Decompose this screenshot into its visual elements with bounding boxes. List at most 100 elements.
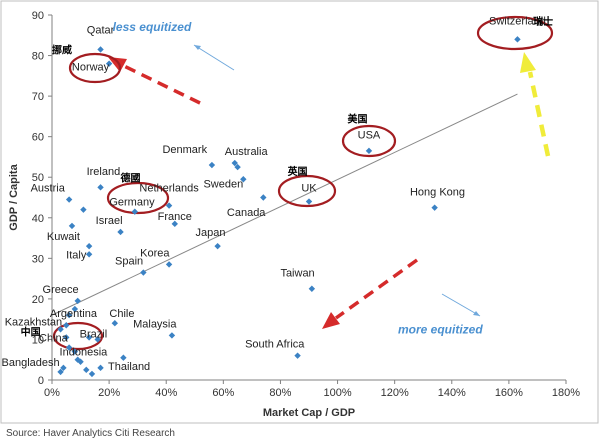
data-point xyxy=(294,352,301,359)
data-point xyxy=(105,60,113,67)
chart-border xyxy=(0,0,599,424)
point-label: Denmark xyxy=(162,144,207,156)
y-tick-label: 50 xyxy=(32,172,44,184)
yellow-dashed-arrow xyxy=(527,71,551,157)
red-dashed-arrow-norway xyxy=(123,64,201,105)
data-point xyxy=(131,208,139,215)
point-label: Japan xyxy=(195,227,225,239)
usa-ellipse xyxy=(341,124,397,158)
data-point xyxy=(365,147,373,155)
data-point xyxy=(85,242,93,250)
chinese-label: 美国 xyxy=(348,112,368,125)
data-point xyxy=(63,334,70,341)
data-point xyxy=(165,202,173,209)
data-point xyxy=(65,196,73,203)
data-point xyxy=(57,368,64,376)
chart-frame: 0% 20% 40% 60% 80% 100% 120% 140% 160% 180% 0 10 20 3… xyxy=(0,0,599,424)
y-tick-label: 40 xyxy=(32,213,44,225)
data-point xyxy=(65,344,73,351)
data-points xyxy=(57,36,521,378)
data-point xyxy=(97,184,104,191)
data-point xyxy=(240,176,247,183)
point-label: Argentina xyxy=(50,308,98,320)
data-point xyxy=(208,161,216,169)
point-label: Qatar xyxy=(87,24,115,36)
scatter-chart: 0% 20% 40% 60% 80% 100% 120% 140% 160% 180% 0 10 20 3… xyxy=(0,0,599,424)
y-tick-label: 80 xyxy=(32,51,44,63)
x-tick-label: 20% xyxy=(98,387,120,399)
data-point xyxy=(80,206,87,213)
point-label: Spain xyxy=(115,255,143,267)
y-tick-label: 70 xyxy=(32,91,44,103)
data-point xyxy=(165,261,173,268)
data-point xyxy=(63,322,70,329)
point-label: Taiwan xyxy=(280,268,314,280)
point-label: Malaysia xyxy=(133,318,177,330)
x-tick-label: 0% xyxy=(44,387,60,399)
point-label: Brazil xyxy=(80,328,108,340)
point-label: Italy xyxy=(66,249,87,261)
x-tick-label: 40% xyxy=(155,387,177,399)
y-tick-label: 20 xyxy=(32,294,44,306)
point-label: Germany xyxy=(109,197,155,209)
data-point xyxy=(260,194,267,201)
less-equitized-arrow xyxy=(193,44,235,71)
data-point xyxy=(65,311,73,319)
data-point xyxy=(77,358,84,365)
point-label: Kuwait xyxy=(47,231,80,243)
point-label: Canada xyxy=(227,207,266,219)
data-point xyxy=(57,326,64,333)
data-point xyxy=(97,364,104,372)
chinese-label: 中国 xyxy=(21,325,41,338)
x-tick-label: 160% xyxy=(495,387,523,399)
data-point xyxy=(117,228,124,236)
axes: 0% 20% 40% 60% 80% 100% 120% 140% 160% 180% 0 10 20 3… xyxy=(32,10,581,399)
point-label: France xyxy=(158,211,192,223)
annotation-arrows xyxy=(108,44,551,329)
point-label: China xyxy=(39,332,69,344)
x-tick-label: 180% xyxy=(552,387,580,399)
x-tick-label: 60% xyxy=(212,387,234,399)
data-point xyxy=(231,159,238,167)
data-point xyxy=(68,222,76,230)
point-label: South Africa xyxy=(245,339,305,351)
red-arrowhead-southafrica xyxy=(322,312,340,329)
chinese-label: 德國 xyxy=(120,171,141,184)
point-label: Ireland xyxy=(87,166,121,178)
data-point xyxy=(120,354,127,361)
y-tick-label: 0 xyxy=(38,375,44,387)
point-label: Bangladesh xyxy=(2,357,60,369)
chinese-label: 挪威 xyxy=(52,44,72,57)
data-point xyxy=(94,336,101,343)
chinese-label: 瑞士 xyxy=(533,15,553,28)
data-point xyxy=(74,297,81,305)
x-tick-label: 120% xyxy=(381,387,409,399)
data-point xyxy=(88,370,96,378)
data-point xyxy=(305,198,313,205)
data-point xyxy=(431,204,438,211)
x-tick-label: 140% xyxy=(438,387,466,399)
germany-ellipse xyxy=(106,181,170,215)
data-point xyxy=(97,46,104,53)
china-ellipse xyxy=(52,321,104,351)
y-tick-label: 90 xyxy=(32,10,44,22)
point-label: Korea xyxy=(140,247,170,259)
y-tick-label: 60 xyxy=(32,132,44,144)
point-labels: Qatar Norway Switzerland USA Denmark Australi… xyxy=(2,15,546,373)
x-axis-label: Market Cap / GDP xyxy=(263,407,355,419)
trendline xyxy=(51,93,518,316)
data-point xyxy=(71,348,79,355)
uk-ellipse xyxy=(277,174,337,208)
switzerland-ellipse xyxy=(476,15,554,51)
point-label: UK xyxy=(301,182,317,194)
point-label: Greece xyxy=(43,284,79,296)
data-point xyxy=(514,36,521,43)
y-tick-label: 10 xyxy=(32,334,44,346)
highlight-ellipses xyxy=(52,15,554,351)
point-label: Israel xyxy=(96,215,123,227)
point-label: Australia xyxy=(225,146,269,158)
point-label: Austria xyxy=(31,182,66,194)
point-label: Switzerland xyxy=(489,15,546,27)
data-point xyxy=(111,320,119,327)
